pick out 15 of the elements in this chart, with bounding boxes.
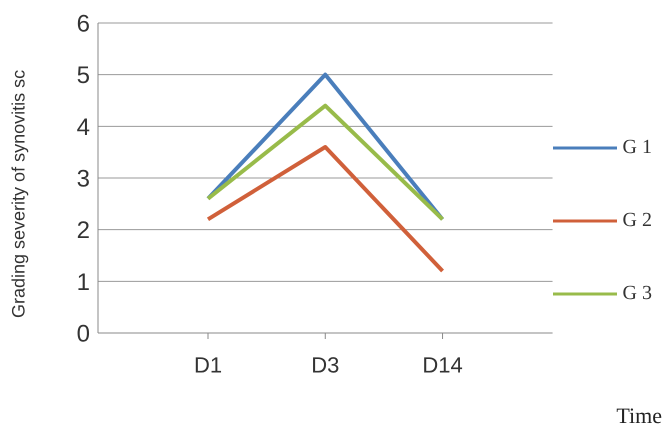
y-tick-label: 3 (76, 166, 90, 193)
y-tick-label: 0 (76, 320, 90, 348)
legend-label: G 1 (622, 136, 652, 159)
y-tick-label: 4 (76, 114, 90, 141)
y-tick-label: 2 (76, 217, 90, 244)
y-tick-label: 5 (76, 62, 90, 90)
x-axis-title: Time (616, 403, 662, 429)
x-tick-label: D1 (194, 352, 222, 378)
y-tick-label: 6 (76, 10, 90, 38)
y-tick-label: 1 (76, 268, 90, 296)
x-tick-label: D3 (311, 352, 340, 378)
y-axis-title: Grading severity of synovitis sc (8, 70, 28, 318)
x-tick-label: D14 (422, 352, 463, 378)
legend-label: G 3 (622, 282, 652, 305)
legend-label: G 2 (622, 209, 652, 232)
